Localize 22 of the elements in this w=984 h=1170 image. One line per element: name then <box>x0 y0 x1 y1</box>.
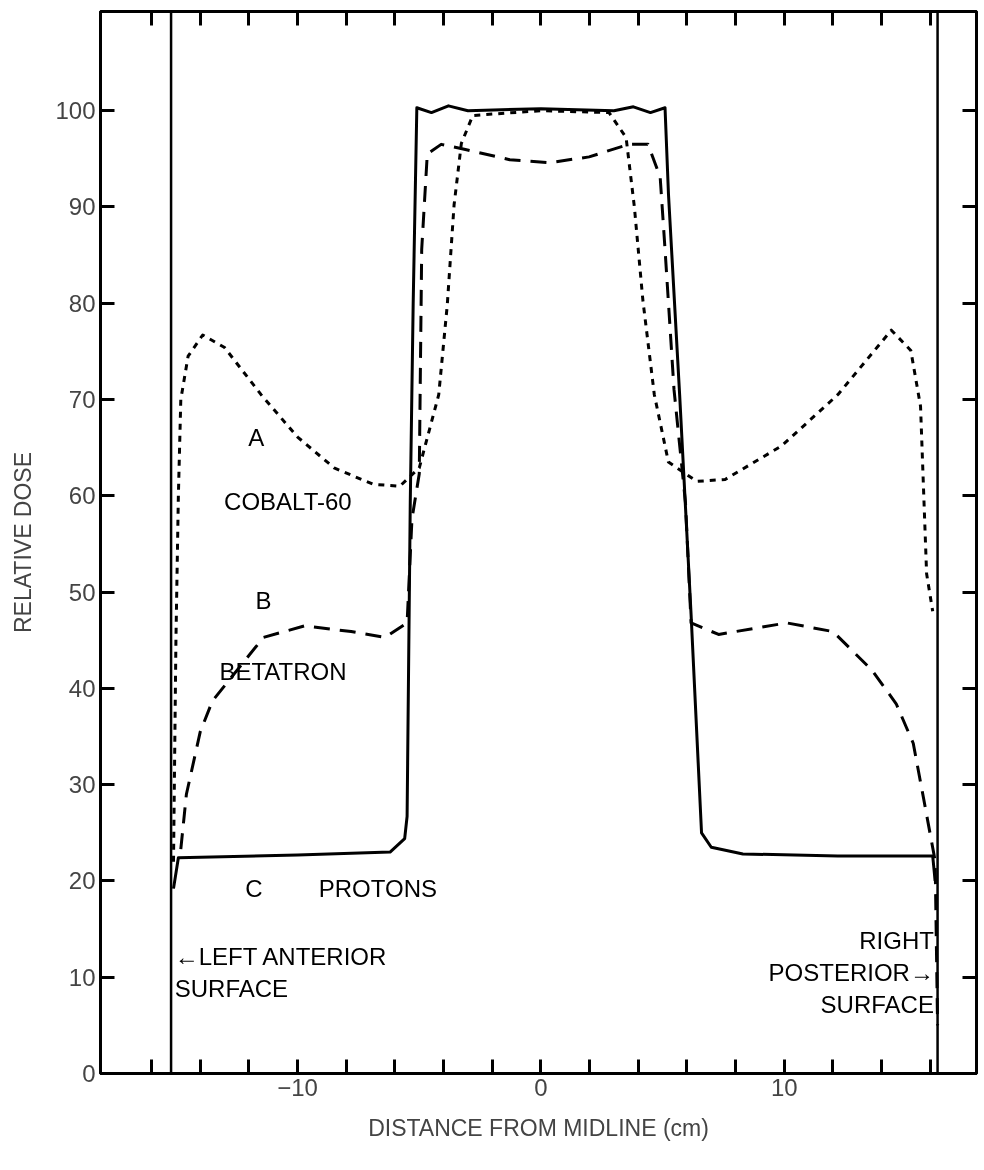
y-tick-label: 20 <box>68 867 96 895</box>
annotation: B <box>255 587 272 615</box>
y-axis-title: RELATIVE DOSE <box>10 451 37 634</box>
y-tick-label: 10 <box>68 963 96 991</box>
annotation: PROTONS <box>318 875 438 903</box>
y-tick-label: 70 <box>68 386 96 414</box>
x-tick-label: 10 <box>770 1073 798 1101</box>
y-tick-label: 60 <box>68 482 96 510</box>
annotation: A <box>248 423 265 451</box>
y-tick-label: 40 <box>68 674 96 702</box>
annotation: COBALT-60 <box>224 488 352 516</box>
ref-line-label: ←LEFT ANTERIOR SURFACE <box>174 942 387 1003</box>
x-tick-label: 0 <box>534 1073 548 1101</box>
y-tick-label: 90 <box>68 193 96 221</box>
y-tick-label: 80 <box>68 289 96 317</box>
y-tick-label: 50 <box>68 578 96 606</box>
y-tick-label: 30 <box>68 771 96 799</box>
x-tick-label: −10 <box>277 1073 318 1101</box>
y-tick-label: 100 <box>55 97 96 125</box>
annotation: C <box>245 875 263 903</box>
ref-line-label: RIGHT POSTERIOR→ SURFACE <box>768 926 935 1019</box>
x-axis-title: DISTANCE FROM MIDLINE (cm) <box>368 1114 709 1141</box>
